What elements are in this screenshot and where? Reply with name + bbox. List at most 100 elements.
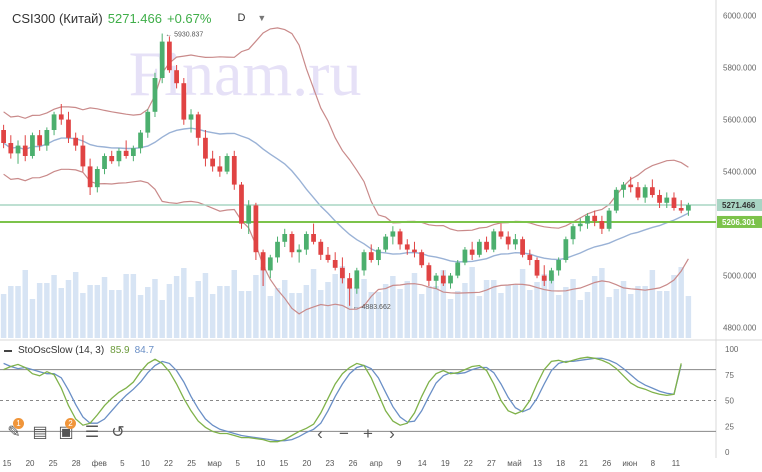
price-tick-label: 6000.000 xyxy=(723,12,757,21)
x-tick-label: 25 xyxy=(187,459,196,468)
candle-body xyxy=(340,267,345,279)
template-icon[interactable]: ▤ xyxy=(32,424,48,441)
volume-bar xyxy=(476,296,483,338)
chart-navigation: ‹ − + › xyxy=(308,424,404,444)
candle-body xyxy=(440,275,446,284)
scroll-right-button[interactable]: › xyxy=(389,424,395,443)
settings-icon[interactable]: ☰ xyxy=(84,424,100,441)
candle-body xyxy=(1,130,6,143)
volume-bar xyxy=(123,274,129,338)
volume-bar xyxy=(570,279,576,338)
candle-body xyxy=(527,254,533,260)
candle-body xyxy=(354,270,360,289)
candle-body xyxy=(87,166,93,188)
x-tick-label: 18 xyxy=(556,459,565,468)
pencil-icon[interactable]: ✎ 1 xyxy=(4,418,24,442)
volume-bar xyxy=(671,275,677,338)
candle-body xyxy=(239,184,244,224)
candle-body xyxy=(231,156,237,185)
volume-bar xyxy=(469,267,475,338)
stoch-k-value: 85.9 xyxy=(110,345,130,356)
timeframe-dropdown-icon[interactable]: ▼ xyxy=(257,13,267,23)
price-tick-label: 5600.000 xyxy=(723,116,757,125)
candle-body xyxy=(102,156,107,169)
volume-bar xyxy=(195,281,201,338)
symbol-name[interactable]: CSI300 (Китай) xyxy=(12,10,103,26)
volume-bar xyxy=(267,296,274,338)
x-tick-label: 11 xyxy=(672,459,681,468)
timeframe-label[interactable]: D xyxy=(237,12,246,24)
layers-badge: 2 xyxy=(65,418,76,429)
candle-body xyxy=(376,249,381,260)
candle-body xyxy=(520,239,525,255)
stoch-d-value: 84.7 xyxy=(134,345,155,356)
volume-bar xyxy=(642,286,648,338)
stoch-tick-label: 50 xyxy=(725,397,734,406)
volume-bar xyxy=(65,280,72,338)
volume-bar xyxy=(368,292,374,338)
price-change: +0.67% xyxy=(167,10,212,26)
x-tick-label: 5 xyxy=(120,459,125,468)
support-price-tag xyxy=(717,215,762,228)
volume-bar xyxy=(649,270,656,338)
candle-body xyxy=(174,70,179,84)
indicator-legend: StoOscSlow (14, 3) 85.9 84.7 xyxy=(4,345,154,356)
candle-body xyxy=(635,187,641,198)
stoch-tick-label: 100 xyxy=(725,345,739,354)
x-tick-label: 15 xyxy=(279,459,288,468)
candle-body xyxy=(188,114,194,120)
support-price-label: 5206.301 xyxy=(722,218,756,227)
volume-bar xyxy=(620,281,627,338)
candle-body xyxy=(368,252,374,260)
candle-body xyxy=(404,244,410,250)
candle-body xyxy=(657,195,662,203)
volume-bar xyxy=(397,289,403,338)
volume-bar xyxy=(411,273,418,338)
candle-body xyxy=(455,262,461,276)
zoom-in-button[interactable]: + xyxy=(363,424,373,443)
candle-body xyxy=(44,130,50,146)
candle-body xyxy=(491,231,497,250)
volume-bar xyxy=(483,280,490,338)
candle-body xyxy=(541,275,547,281)
candle-body xyxy=(123,150,129,156)
candle-body xyxy=(556,260,562,271)
candle-body xyxy=(8,143,14,154)
candle-body xyxy=(145,111,151,133)
candle-body xyxy=(37,135,43,146)
volume-bar xyxy=(584,292,591,338)
x-tick-label: 27 xyxy=(487,459,496,468)
candle-body xyxy=(80,145,86,167)
low-annotation: ← 4883.662 xyxy=(353,304,391,311)
volume-bar xyxy=(202,273,209,338)
reset-icon[interactable]: ↺ xyxy=(111,424,125,441)
moving-average-line xyxy=(3,127,689,263)
zoom-out-button[interactable]: − xyxy=(339,424,349,443)
candle-body xyxy=(412,249,417,253)
x-tick-label: 9 xyxy=(397,459,402,468)
indicator-name[interactable]: StoOscSlow (14, 3) xyxy=(18,345,105,356)
candle-body xyxy=(159,41,165,78)
volume-bar xyxy=(555,295,562,338)
volume-bar xyxy=(245,291,252,338)
candle-body xyxy=(678,208,684,211)
price-tick-label: 5800.000 xyxy=(723,64,757,73)
volume-bar xyxy=(548,274,555,338)
volume-bar xyxy=(116,290,122,338)
candle-body xyxy=(296,249,302,253)
candle-body xyxy=(469,249,475,255)
candle-body xyxy=(433,275,439,281)
candle-body xyxy=(513,239,518,245)
candle-body xyxy=(130,148,136,156)
candle-body xyxy=(217,166,223,172)
volume-bar xyxy=(145,287,151,338)
candle-body xyxy=(275,241,280,258)
layers-icon[interactable]: ▣ 2 xyxy=(56,418,76,442)
volume-bar xyxy=(627,294,634,338)
candle-body xyxy=(484,241,489,250)
candle-body xyxy=(642,187,648,198)
volume-bar xyxy=(440,270,447,338)
volume-bar xyxy=(108,290,115,338)
indicator-collapse-icon[interactable] xyxy=(4,349,12,352)
scroll-left-button[interactable]: ‹ xyxy=(317,424,323,443)
